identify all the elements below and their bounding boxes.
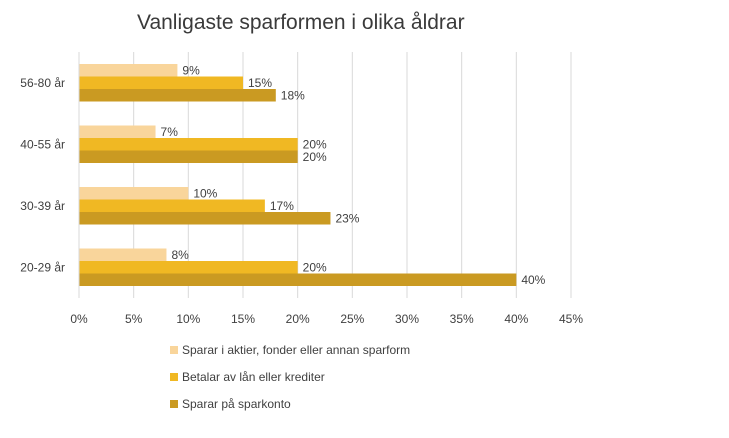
legend-label: Sparar i aktier, fonder eller annan spar… [182,343,410,357]
data-label: 8% [171,248,189,262]
x-tick-label: 45% [559,312,583,326]
bar [79,150,298,163]
x-tick-label: 5% [125,312,143,326]
bar [79,187,189,200]
bar [79,89,276,102]
x-tick-label: 15% [231,312,255,326]
data-label: 17% [270,199,294,213]
legend-swatch [170,346,178,354]
x-tick-label: 25% [340,312,364,326]
data-label: 9% [182,63,200,77]
data-label: 20% [303,260,327,274]
bar [79,248,167,261]
data-label: 7% [161,125,179,139]
chart-title: Vanligaste sparformen i olika åldrar [137,11,465,34]
legend: Sparar i aktier, fonder eller annan spar… [170,343,410,411]
bar [79,199,265,212]
legend-label: Sparar på sparkonto [182,397,291,411]
category-label: 20-29 år [20,260,65,274]
legend-swatch [170,373,178,381]
data-label: 23% [335,211,359,225]
x-tick-label: 30% [395,312,419,326]
data-label: 10% [193,186,217,200]
bar [79,261,298,274]
category-label: 30-39 år [20,199,65,213]
bar [79,138,298,151]
bar [79,212,331,225]
data-label: 20% [303,137,327,151]
bar [79,64,178,77]
axes: 0% 5% 10% 15% 20% 25% 30% 35% 40% 45% 56-80 år 40-5… [20,52,583,326]
category-label: 56-80 år [20,76,65,90]
x-tick-label: 10% [176,312,200,326]
bar [79,273,517,286]
category-label: 40-55 år [20,137,65,151]
bar [79,125,156,138]
x-tick-label: 40% [504,312,528,326]
legend-label: Betalar av lån eller krediter [182,370,325,384]
data-label: 20% [303,150,327,164]
data-label: 15% [248,76,272,90]
x-tick-label: 0% [70,312,88,326]
data-label: 18% [281,88,305,102]
legend-swatch [170,400,178,408]
bar [79,76,243,89]
x-tick-label: 35% [450,312,474,326]
data-label: 40% [521,273,545,287]
x-tick-label: 20% [286,312,310,326]
data-labels: 9%15%18%7%20%20%10%17%23%8%20%40% [161,63,546,287]
bars [79,64,517,286]
